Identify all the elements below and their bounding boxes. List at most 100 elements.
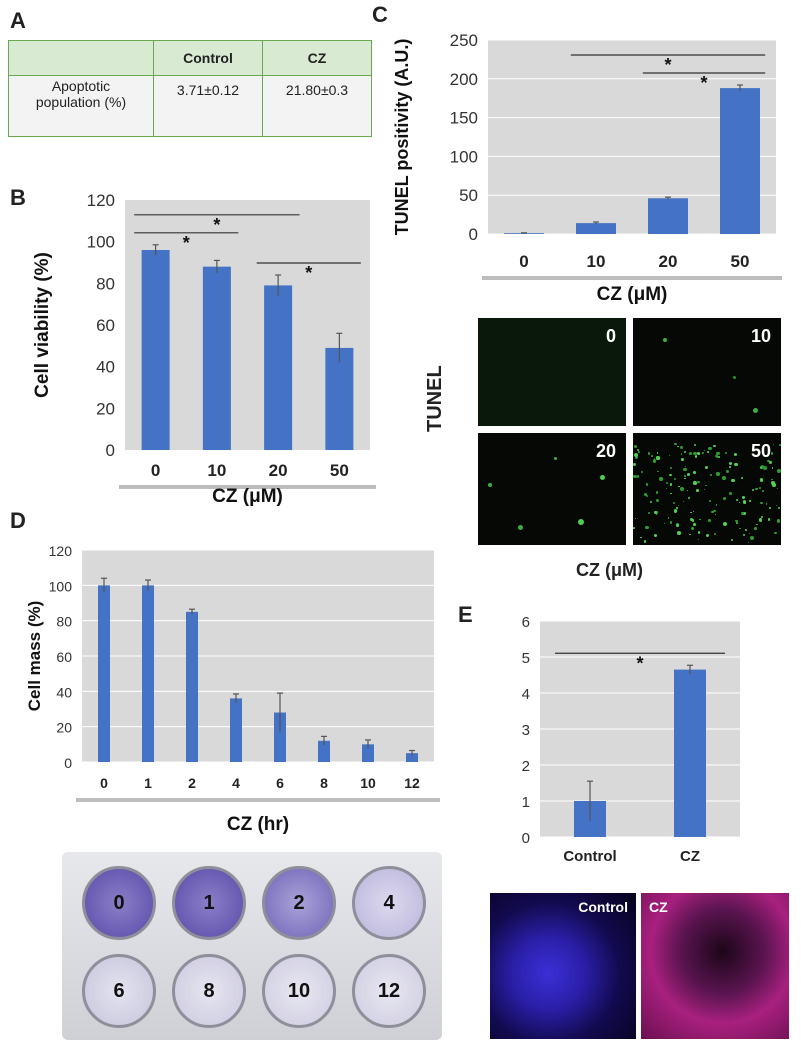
x-axis-bar	[119, 485, 376, 489]
tunel-speckle	[663, 522, 666, 525]
tunel-speckle	[674, 443, 677, 446]
tunel-speckle	[702, 452, 704, 454]
tunel-speckle	[734, 463, 738, 467]
tunel-speckle	[735, 521, 739, 525]
y-tick-label: 80	[56, 614, 72, 630]
tunel-speckle	[655, 491, 659, 494]
tunel-speckle	[749, 536, 754, 540]
tunel-speckle	[669, 474, 672, 477]
tunel-speckle	[768, 461, 772, 465]
tunel-speckle	[697, 538, 700, 540]
y-tick-label: 6	[522, 614, 530, 631]
tunel-speckle	[644, 540, 647, 543]
tunel-speckle	[672, 502, 675, 505]
x-tick-label: 6	[276, 775, 284, 791]
tunel-speckle	[669, 483, 673, 486]
tunel-speckle	[654, 457, 656, 459]
tunel-speckle	[699, 518, 701, 520]
tunel-speckle	[673, 509, 678, 513]
tunel-speckle	[715, 513, 717, 515]
fluorescence-image-control: Control	[490, 893, 636, 1039]
x-tick-label: 4	[232, 775, 240, 791]
y-tick-label: 0	[469, 225, 478, 244]
y-tick-label: 60	[56, 649, 72, 665]
tunel-speckle	[689, 451, 692, 455]
y-tick-label: 100	[87, 233, 115, 252]
tunel-speckle	[691, 518, 695, 522]
x-axis-label: CZ (hr)	[227, 814, 289, 835]
tunel-speckle	[708, 446, 712, 451]
tunel-speckle	[693, 443, 696, 447]
tunel-speckle	[776, 469, 781, 474]
tunel-speckle	[677, 531, 682, 536]
y-tick-label: 0	[64, 755, 72, 771]
plate-well: 8	[172, 954, 246, 1028]
tunel-speckle	[684, 475, 687, 477]
tunel-speckle	[656, 456, 660, 460]
tunel-speckle	[768, 506, 771, 509]
bar	[362, 744, 374, 762]
tunel-speckle	[767, 459, 770, 463]
tunel-speckle	[656, 452, 658, 454]
tunel-speckle	[633, 452, 638, 457]
y-tick-label: 0	[522, 830, 530, 847]
x-tick-label: 20	[659, 252, 678, 271]
tunel-speckle	[646, 494, 649, 498]
table-cell-cz: 21.80±0.3	[262, 75, 372, 137]
y-tick-label: 120	[49, 543, 73, 559]
bar	[406, 753, 418, 762]
tunel-speckle	[774, 531, 777, 534]
tunel-speckle	[709, 499, 711, 502]
x-tick-label: 1	[144, 775, 152, 791]
bar	[230, 698, 242, 762]
tunel-speckle	[649, 500, 653, 504]
tunel-image-label-50: 50	[750, 441, 771, 461]
tunel-speckle	[743, 501, 747, 504]
tunel-speckle	[683, 467, 687, 472]
tunel-speckle	[695, 489, 699, 492]
tunel-speckle	[644, 492, 648, 496]
tunel-speckle	[742, 533, 746, 537]
apoptosis-table: Control CZ Apoptotic population (%) 3.71…	[8, 40, 372, 137]
tunel-speckle	[770, 451, 774, 455]
tunel-speckle	[656, 499, 660, 503]
tunel-image-label-20: 20	[595, 441, 616, 461]
tunel-speckle	[692, 471, 696, 475]
tunel-image-0: 0	[478, 318, 626, 426]
table-row-label-line2: population (%)	[35, 94, 127, 110]
y-tick-label: 1	[522, 794, 530, 811]
x-axis-label: CZ (μM)	[212, 486, 283, 507]
plate-well: 0	[82, 866, 156, 940]
x-tick-label: Control	[563, 848, 616, 865]
y-tick-label: 3	[522, 722, 530, 739]
y-tick-label: 120	[87, 191, 115, 210]
tunel-speckle	[705, 484, 707, 487]
tunel-speckle	[767, 518, 770, 521]
plate-well: 6	[82, 954, 156, 1028]
tunel-speckle	[697, 451, 701, 455]
bar	[274, 712, 286, 762]
tunel-speckle	[636, 475, 640, 479]
y-tick-label: 2	[522, 758, 530, 775]
tunel-speckle	[729, 466, 731, 468]
panel-label-e: E	[458, 602, 473, 627]
tunel-speckle	[710, 474, 712, 477]
x-tick-label: CZ	[680, 848, 700, 865]
tunel-speckle	[667, 517, 670, 520]
tunel-speckle	[687, 472, 690, 476]
y-tick-label: 150	[450, 109, 478, 128]
tunel-speckle	[735, 519, 738, 522]
chart-cell-viability: 0 20 40 60 80 100 120 0 10 20 50 * * * CZ (μM) Cell via…	[32, 191, 376, 507]
x-tick-label: 10	[360, 775, 376, 791]
tunel-speckle	[645, 525, 650, 530]
significance-mark: *	[183, 233, 190, 253]
panel-label-c: C	[372, 2, 388, 27]
tunel-speckle	[669, 467, 672, 470]
plate-well: 4	[352, 866, 426, 940]
tunel-speckle	[715, 455, 719, 459]
fluorescence-image-cz: CZ	[641, 893, 789, 1039]
bar	[576, 223, 616, 234]
tunel-speckle	[633, 474, 638, 479]
y-axis-label: Cell viability (%)	[32, 252, 53, 398]
tunel-speckle	[734, 452, 738, 457]
